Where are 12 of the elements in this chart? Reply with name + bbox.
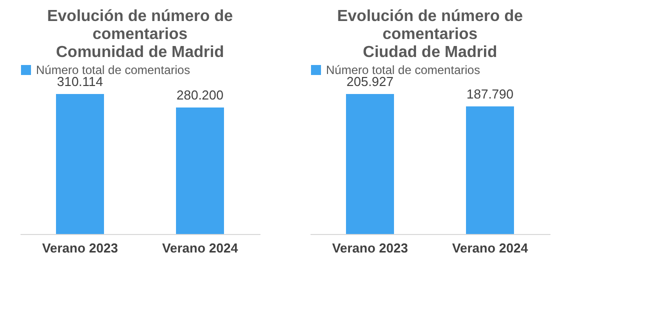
data-label: 310.114 (56, 74, 104, 89)
chart-title: Evolución de número de comentarios Ciudad de Madrid (337, 8, 523, 61)
x-tick-label: Verano 2023 (42, 240, 118, 256)
data-label: 280.200 (176, 88, 224, 103)
chart-title: Evolución de número de comentarios Comunidad de Madrid (47, 8, 233, 61)
x-tick-label: Verano 2024 (452, 240, 529, 256)
data-label: 187.790 (466, 86, 514, 102)
legend-label: Número total de comentarios (36, 63, 190, 77)
data-label: 205.927 (346, 74, 394, 89)
x-tick-label: Verano 2023 (332, 240, 408, 256)
legend-label: Número total de comentarios (326, 63, 480, 77)
x-tick-label: Verano 2024 (162, 240, 239, 256)
